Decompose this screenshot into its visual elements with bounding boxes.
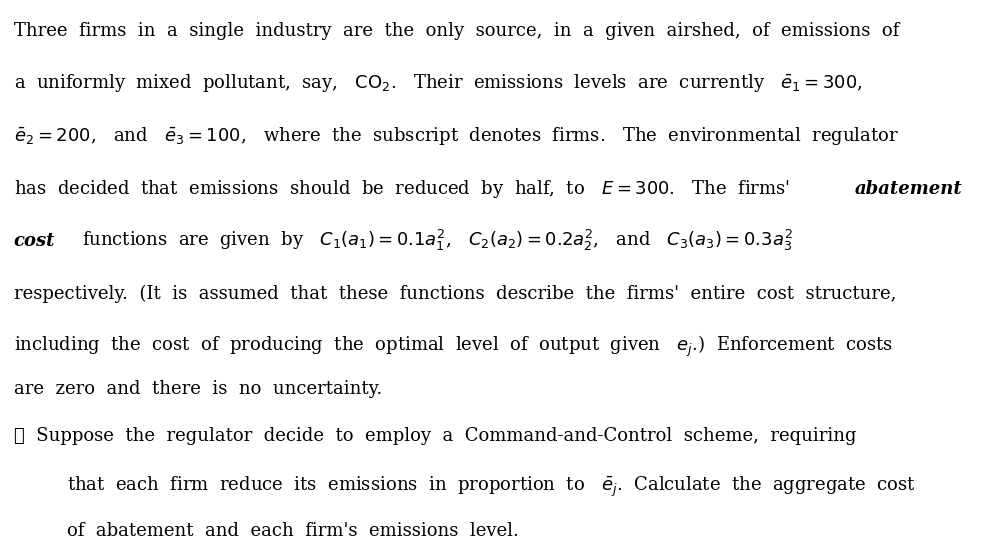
Text: $\bar{e}_2 = 200$,   and   $\bar{e}_3 = 100$,   where  the  subscript  denotes  : $\bar{e}_2 = 200$, and $\bar{e}_3 = 100$… [14, 125, 899, 147]
Text: ①  Suppose  the  regulator  decide  to  employ  a  Command-and-Control  scheme, : ① Suppose the regulator decide to employ… [14, 427, 856, 445]
Text: that  each  firm  reduce  its  emissions  in  proportion  to   $\bar{e}_j$.  Cal: that each firm reduce its emissions in p… [67, 476, 917, 500]
Text: abatement: abatement [855, 180, 963, 198]
Text: cost: cost [14, 233, 56, 250]
Text: Three  firms  in  a  single  industry  are  the  only  source,  in  a  given  ai: Three firms in a single industry are the… [14, 22, 899, 40]
Text: are  zero  and  there  is  no  uncertainty.: are zero and there is no uncertainty. [14, 380, 382, 398]
Text: has  decided  that  emissions  should  be  reduced  by  half,  to   $E = 300$.  : has decided that emissions should be red… [14, 178, 804, 200]
Text: including  the  cost  of  producing  the  optimal  level  of  output  given   $e: including the cost of producing the opti… [14, 334, 893, 359]
Text: a  uniformly  mixed  pollutant,  say,   $\mathrm{CO_2}$.   Their  emissions  lev: a uniformly mixed pollutant, say, $\math… [14, 72, 863, 94]
Text: functions  are  given  by   $C_1(a_1) = 0.1a_1^2$,   $C_2(a_2) = 0.2a_2^2$,   an: functions are given by $C_1(a_1) = 0.1a_… [82, 228, 793, 253]
Text: of  abatement  and  each  firm's  emissions  level.: of abatement and each firm's emissions l… [67, 522, 520, 539]
Text: respectively.  (It  is  assumed  that  these  functions  describe  the  firms'  : respectively. (It is assumed that these … [14, 284, 896, 302]
